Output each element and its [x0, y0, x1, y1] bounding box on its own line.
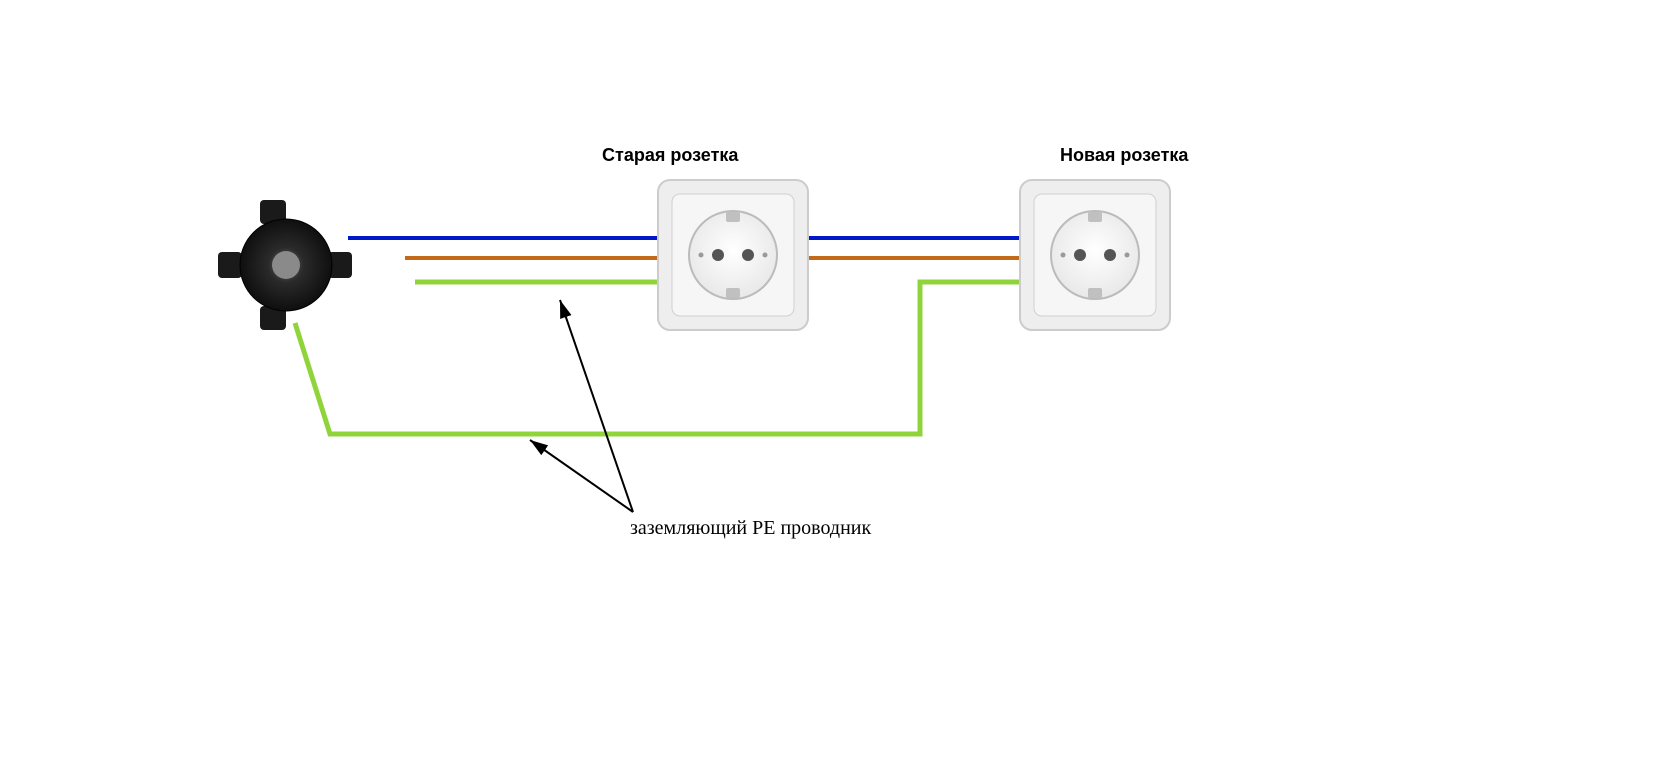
arrow-group	[530, 300, 633, 512]
label-pe-conductor: заземляющий PE проводник	[630, 517, 871, 540]
arrow-1	[560, 300, 633, 512]
arrow-2	[530, 440, 633, 512]
wiring-svg	[0, 0, 1670, 776]
socket-new	[1020, 180, 1170, 330]
label-old-socket: Старая розетка	[602, 145, 738, 166]
diagram-canvas: Старая розетка Новая розетка заземляющий…	[0, 0, 1670, 776]
label-new-socket: Новая розетка	[1060, 145, 1188, 166]
junction-box	[218, 200, 352, 330]
socket-old	[658, 180, 808, 330]
